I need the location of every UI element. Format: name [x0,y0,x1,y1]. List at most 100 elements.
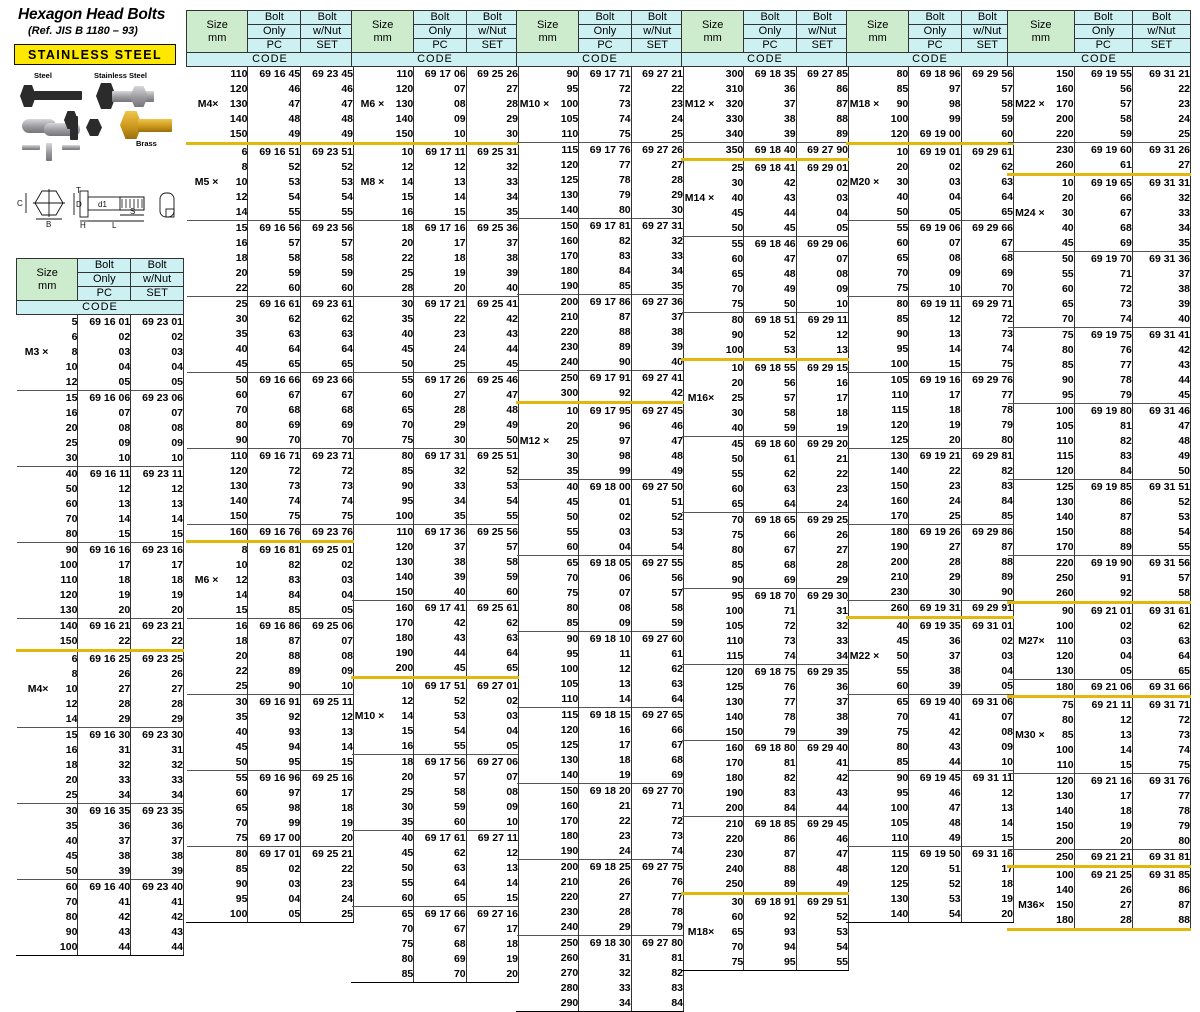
cell-size: 60 [681,252,745,267]
table-row: 22 60 60 [186,281,354,297]
cell-code-pc: 03 [247,877,302,892]
size-length: 95 [1061,389,1074,401]
size-length: 75 [731,298,744,310]
table-row: 115 69 19 50 69 31 16 [846,846,1015,862]
cell-size: 30 [681,406,745,421]
cell-size: 40 [516,479,580,495]
cell-code-set: 25 [1131,127,1192,143]
table-row: 90 13 73 [846,327,1015,342]
header-pc: PC [743,38,797,53]
cell-code-pc: 04 [908,190,962,205]
size-length: 30 [65,805,78,817]
size-length: 120 [890,863,909,875]
size-length: 80 [65,911,78,923]
cell-code-set: 67 [300,388,354,403]
table-row: 115 74 34 [681,649,850,665]
cell-code-set: 43 [130,925,184,940]
size-designation: M4× [27,683,49,695]
cell-code-pc: 62 [413,846,467,861]
size-length: 70 [65,896,78,908]
size-length: 200 [725,802,744,814]
size-length: 150 [560,220,579,232]
cell-size: 170 [1007,540,1075,556]
size-length: 150 [1056,68,1074,80]
cell-code-set: 52 [465,464,520,479]
cell-code-pc: 34 [578,996,632,1012]
cell-code-pc: 28 [413,403,467,418]
table-row: 140 69 16 21 69 23 21 [16,618,184,634]
table-row: 95 46 12 [846,786,1015,801]
cell-code-set: 04 [130,360,184,375]
cell-code-pc: 78 [743,710,797,725]
cell-code-set: 52 [1131,495,1192,510]
cell-size: 20 [1007,191,1075,206]
table-row: 22 89 09 [186,664,354,679]
size-length: 20 [235,650,248,662]
cell-code-pc: 36 [743,82,797,97]
table-row: 30 69 18 91 69 29 51 [681,892,850,910]
cell-code-pc: 53 [743,343,797,361]
table-row: 60 04 54 [516,540,685,556]
cell-size: 260 [516,951,580,966]
cell-code-set: 59 [960,112,1015,127]
cell-code-pc: 46 [908,786,962,801]
table-row: 85 02 22 [186,862,354,877]
cell-size: 20 [16,773,79,788]
cell-size: 15 [16,390,79,406]
cell-code-pc: 20 [908,433,962,449]
table-row: 30 42 02 [681,176,850,191]
size-length: 35 [566,465,579,477]
cell-size: 90 [516,66,580,82]
size-length: 95 [235,893,248,905]
cell-code-pc: 18 [578,753,632,768]
cell-code-set: 12 [795,328,850,343]
cell-size: M10 × 14 [351,709,415,724]
cell-code-pc: 82 [578,234,632,249]
cell-code-pc: 69 19 21 [908,448,962,464]
cell-code-pc: 61 [743,452,797,467]
cell-size: 140 [846,907,910,923]
cell-code-set: 43 [465,327,520,342]
table-row: 180 43 63 [351,631,520,646]
cell-code-pc: 69 21 21 [1073,849,1133,868]
cell-code-pc: 89 [743,877,797,895]
size-length: 40 [731,422,744,434]
cell-size: 190 [516,279,580,295]
size-length: 70 [731,514,744,526]
cell-code-pc: 69 18 91 [743,892,797,910]
table-row: M20 × 30 03 63 [846,175,1015,190]
cell-code-pc: 76 [743,680,797,695]
size-length: 55 [566,526,579,538]
cell-size: 150 [351,585,415,601]
cell-code-set: 25 [300,907,354,923]
cell-size: 15 [186,220,249,236]
cell-code-pc: 72 [247,464,302,479]
cell-size: 95 [516,82,580,97]
table-row: 250 89 49 [681,877,850,895]
header-code: CODE [351,52,519,67]
cell-size: 65 [1007,297,1075,312]
cell-size: 140 [16,618,79,634]
spec-table-col7: Size mm Bolt Bolt Only w/Nut PC SET CODE 150 69 19… [1007,10,1192,931]
table-row: M4× 130 47 47 [186,97,354,112]
table-row: 90 69 17 71 69 27 21 [516,66,685,82]
header-bolt-wnut: Bolt [300,10,354,25]
cell-code-pc: 69 19 26 [908,524,962,540]
table-row: 120 46 46 [186,82,354,97]
cell-code-set: 18 [960,877,1015,892]
cell-code-pc: 18 [413,251,467,266]
cell-code-pc: 32 [578,966,632,981]
cell-code-set: 22 [630,82,685,97]
spec-table: Size mm Bolt Bolt Only w/Nut PC SET CODE 150 69 19… [1007,10,1192,931]
table-row: 210 69 18 85 69 29 45 [681,816,850,832]
cell-size: 45 [186,740,249,755]
cell-code-set: 87 [795,97,850,112]
size-length: 95 [896,787,909,799]
table-row: 50 25 45 [351,357,520,373]
table-row: 150 23 83 [846,479,1015,494]
size-length: 6 [71,653,78,665]
cell-size: 110 [681,634,745,649]
size-length: 75 [566,587,579,599]
cell-code-set: 09 [960,740,1015,755]
diagram-label-C: C [17,199,23,208]
